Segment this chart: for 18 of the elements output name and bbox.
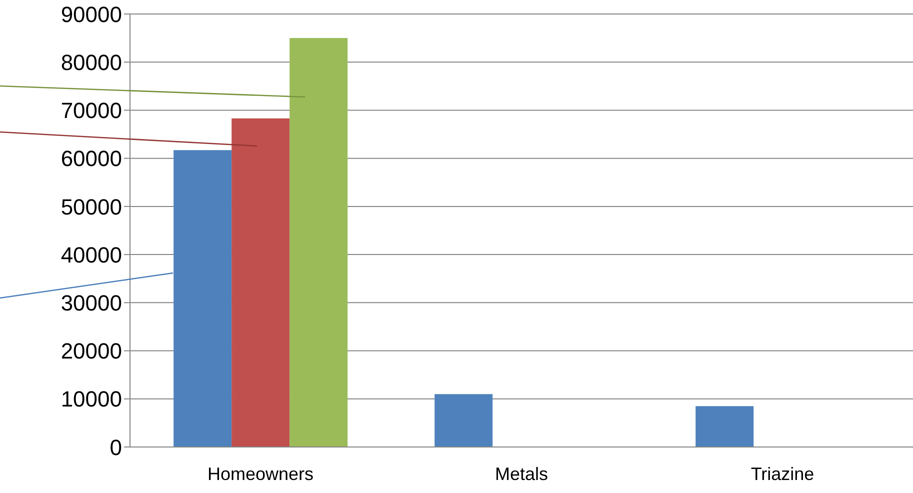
x-tick-label: Triazine bbox=[750, 464, 814, 484]
y-tick-label: 30000 bbox=[60, 290, 122, 316]
bar bbox=[434, 394, 493, 447]
bar bbox=[696, 406, 754, 447]
y-tick-label: 10000 bbox=[60, 386, 122, 412]
y-tick-label: 90000 bbox=[60, 2, 122, 27]
y-tick-label: 60000 bbox=[60, 146, 122, 172]
y-tick-label: 70000 bbox=[60, 98, 122, 124]
x-tick-label: Homeowners bbox=[207, 464, 314, 484]
bar bbox=[290, 38, 348, 447]
y-tick-label: 20000 bbox=[60, 338, 122, 364]
y-tick-label: 0 bbox=[110, 434, 122, 460]
y-tick-label: 80000 bbox=[60, 50, 122, 75]
x-tick-label: Metals bbox=[494, 464, 548, 484]
y-tick-label: 40000 bbox=[60, 242, 122, 268]
y-tick-label: 50000 bbox=[60, 194, 122, 220]
bar bbox=[232, 118, 290, 447]
bar bbox=[174, 150, 232, 447]
